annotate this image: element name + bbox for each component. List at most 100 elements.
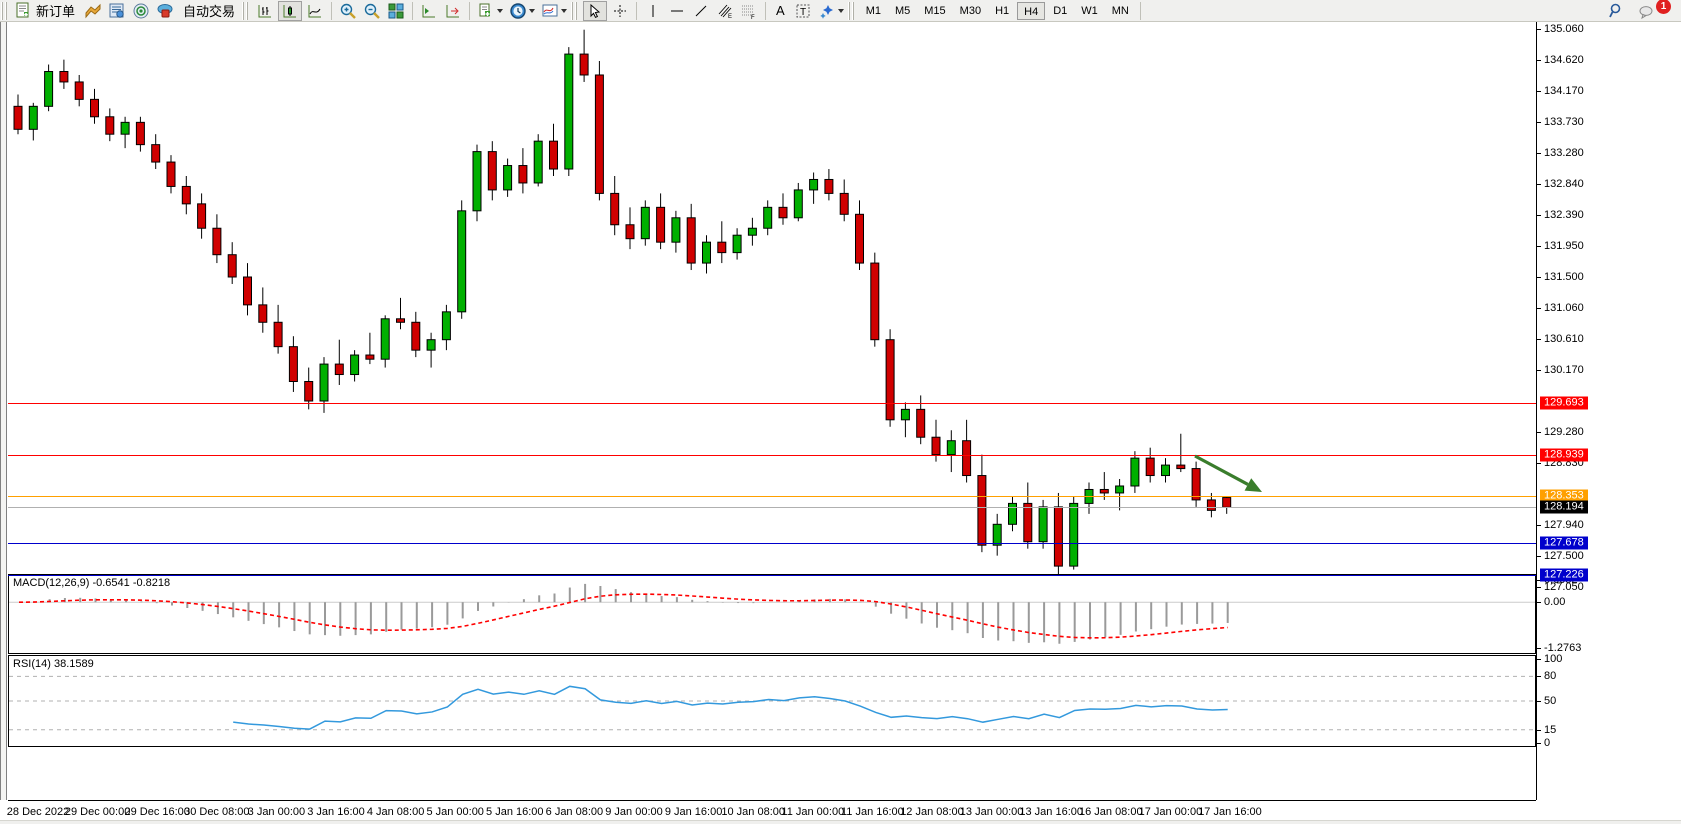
text-box-button[interactable]: T: [792, 1, 814, 21]
toolbar-grip-3[interactable]: [571, 1, 580, 20]
resistance-line-1-label[interactable]: 129.693: [1540, 396, 1588, 410]
text-label-button[interactable]: A: [771, 1, 790, 21]
data-window-button[interactable]: [106, 1, 128, 21]
chevron-down-icon-4[interactable]: [837, 8, 844, 13]
drawings-button[interactable]: [816, 1, 846, 21]
price-pane[interactable]: [8, 22, 1536, 576]
timeframe-h1[interactable]: H1: [995, 4, 1010, 17]
horizontal-line-button[interactable]: [666, 1, 688, 21]
indicators-button[interactable]: [475, 1, 505, 21]
support-line-1[interactable]: [8, 543, 1536, 545]
zoom-in-button[interactable]: [337, 1, 359, 21]
chevron-down-icon-3[interactable]: [561, 8, 568, 13]
chart-left-scale-bar[interactable]: [0, 22, 7, 800]
resistance-line-2[interactable]: [8, 455, 1536, 457]
rsi-label: RSI(14) 38.1589: [13, 658, 94, 670]
support-line-2[interactable]: [8, 574, 1536, 576]
svg-text:T: T: [800, 7, 806, 18]
fibonacci-button[interactable]: F: [738, 1, 760, 21]
navigator-button[interactable]: [130, 1, 152, 21]
zoom-out-button[interactable]: [361, 1, 383, 21]
autotrading-button[interactable]: 自动交易: [178, 1, 240, 21]
timeframe-d1[interactable]: D1: [1053, 4, 1068, 17]
auto-scroll-button[interactable]: [442, 1, 464, 21]
search-icon[interactable]: [1608, 2, 1626, 20]
chevron-down-icon[interactable]: [497, 8, 504, 13]
time-tick: 5 Jan 00:00: [426, 806, 484, 818]
price-axis[interactable]: 135.060 134.620 134.170 133.730 133.280 132.8…: [1536, 22, 1681, 800]
svg-text:F: F: [751, 15, 755, 20]
tile-windows-button[interactable]: [385, 1, 407, 21]
trendline-button[interactable]: [690, 1, 712, 21]
terminal-icon: [156, 2, 174, 20]
resistance-line-1[interactable]: [8, 402, 1536, 404]
new-order-button[interactable]: 新订单: [13, 1, 80, 21]
time-tick: 5 Jan 16:00: [486, 806, 544, 818]
time-tick: 17 Jan 00:00: [1138, 806, 1203, 818]
time-tick: 29 Dec 00:00: [64, 806, 131, 818]
rsi-tick: 80: [1537, 670, 1556, 682]
time-tick: 12 Jan 08:00: [900, 806, 964, 818]
timeframe-m30[interactable]: M30: [959, 4, 982, 17]
terminal-button[interactable]: [154, 1, 176, 21]
price-tick: 127.940: [1537, 519, 1584, 531]
equidistant-channel-button[interactable]: E: [714, 1, 736, 21]
price-tick: 130.170: [1537, 364, 1584, 376]
market-watch-button[interactable]: [82, 1, 104, 21]
price-tick: 133.730: [1537, 116, 1584, 128]
macd-plot: [9, 583, 1535, 644]
toolbar-separator-2: [412, 1, 414, 20]
price-tick: 132.390: [1537, 209, 1584, 221]
timeframe-w1[interactable]: W1: [1081, 4, 1098, 17]
toolbar-grip[interactable]: [1, 1, 9, 20]
rsi-tick: 15: [1537, 724, 1556, 736]
alerts-badge[interactable]: 1: [1656, 0, 1671, 14]
rsi-pane[interactable]: RSI(14) 38.1589: [8, 655, 1536, 747]
toolbar-grip-4[interactable]: [847, 1, 856, 20]
candlestick-chart-button[interactable]: [278, 0, 303, 21]
toolbar-grip-2[interactable]: [242, 1, 251, 20]
time-tick: 11 Jan 16:00: [840, 806, 904, 818]
line-chart-button[interactable]: [304, 1, 326, 21]
timeframe-m5[interactable]: M5: [894, 4, 911, 17]
support-line-2-label[interactable]: 127.226: [1540, 568, 1588, 582]
timeframe-m1[interactable]: M1: [865, 4, 881, 17]
time-tick: 16 Jan 08:00: [1078, 806, 1143, 818]
cursor-button[interactable]: [583, 0, 608, 21]
price-tick: 131.950: [1537, 240, 1584, 252]
time-tick: 11 Jan 00:00: [781, 806, 845, 818]
shift-end-button[interactable]: [418, 1, 440, 21]
timeframe-group: M1 M5 M15 M30 H1 H4 D1 W1 MN: [859, 1, 1136, 20]
time-tick: 3 Jan 00:00: [247, 806, 306, 818]
resistance-line-2-label[interactable]: 128.939: [1540, 448, 1588, 462]
vertical-line-button[interactable]: [642, 1, 664, 21]
ask-line-label[interactable]: 128.353: [1540, 489, 1588, 503]
status-bar: [0, 820, 1681, 824]
timeframe-mn[interactable]: MN: [1111, 4, 1129, 17]
bar-chart-button[interactable]: [254, 1, 276, 21]
period-button[interactable]: [507, 1, 537, 21]
navigator-icon: [132, 2, 150, 20]
time-tick: 29 Dec 16:00: [124, 806, 190, 818]
autotrading-label: 自动交易: [183, 4, 236, 19]
timeframe-h4[interactable]: H4: [1017, 1, 1046, 20]
templates-button[interactable]: [539, 1, 569, 21]
ask-line[interactable]: [8, 496, 1536, 498]
bid-line[interactable]: [8, 507, 1536, 509]
crosshair-icon: [611, 2, 629, 20]
macd-pane[interactable]: MACD(12,26,9) -0.6541 -0.8218: [8, 574, 1536, 654]
zoom-out-icon: [363, 2, 381, 20]
rsi-tick: 100: [1537, 653, 1562, 665]
time-tick: 9 Jan 00:00: [605, 806, 663, 818]
bid-line-label[interactable]: 128.194: [1540, 500, 1588, 514]
alerts-icon[interactable]: [1638, 2, 1660, 20]
support-line-1-label[interactable]: 127.678: [1540, 536, 1588, 550]
chevron-down-icon-2[interactable]: [529, 8, 536, 13]
macd-label: MACD(12,26,9) -0.6541 -0.8218: [13, 577, 171, 589]
rsi-tick: 0: [1537, 737, 1550, 749]
time-tick: 3 Jan 16:00: [307, 806, 365, 818]
timeframe-m15[interactable]: M15: [924, 4, 946, 17]
crosshair-button[interactable]: [609, 1, 631, 21]
time-tick: 13 Jan 16:00: [1019, 806, 1083, 818]
